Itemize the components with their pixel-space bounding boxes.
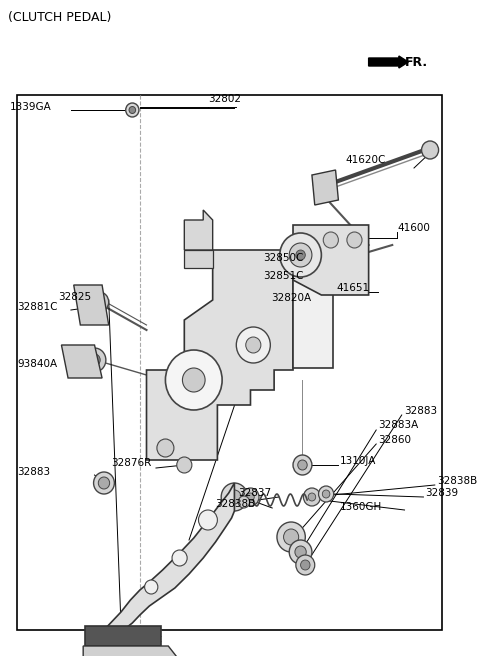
Circle shape (277, 522, 305, 552)
Circle shape (293, 455, 312, 475)
Circle shape (247, 493, 254, 501)
Polygon shape (83, 646, 178, 656)
Circle shape (323, 232, 338, 248)
Text: 1310JA: 1310JA (340, 456, 377, 466)
Circle shape (238, 496, 250, 508)
Circle shape (347, 232, 362, 248)
Text: 32883: 32883 (405, 406, 438, 416)
Text: 1360GH: 1360GH (340, 502, 383, 512)
Circle shape (284, 529, 299, 545)
Polygon shape (184, 210, 213, 250)
Text: 93840A: 93840A (17, 359, 57, 369)
Circle shape (242, 488, 259, 506)
Ellipse shape (303, 305, 322, 355)
Text: 32839: 32839 (425, 488, 458, 498)
Text: 32876R: 32876R (111, 458, 152, 468)
Circle shape (303, 488, 321, 506)
Polygon shape (293, 225, 369, 295)
Circle shape (228, 490, 241, 504)
Text: 1339GA: 1339GA (10, 102, 51, 112)
Text: 32838B: 32838B (437, 476, 477, 486)
Circle shape (308, 493, 316, 501)
Polygon shape (184, 250, 213, 268)
Circle shape (126, 103, 139, 117)
Circle shape (144, 580, 158, 594)
Text: 41600: 41600 (398, 223, 431, 233)
Circle shape (295, 546, 306, 558)
Bar (85, 626, 161, 646)
Bar (17, 95, 443, 630)
Text: 32851C: 32851C (263, 271, 303, 281)
Circle shape (177, 457, 192, 473)
Circle shape (300, 560, 310, 570)
Text: 32837: 32837 (238, 488, 271, 498)
Circle shape (98, 477, 109, 489)
Circle shape (182, 368, 205, 392)
Circle shape (296, 555, 315, 575)
Circle shape (199, 510, 217, 530)
Circle shape (322, 490, 330, 498)
Text: 32881C: 32881C (17, 302, 58, 312)
Circle shape (83, 348, 106, 372)
FancyArrow shape (369, 56, 408, 68)
Polygon shape (74, 285, 108, 325)
Circle shape (280, 233, 322, 277)
Text: 32883: 32883 (17, 467, 50, 477)
Polygon shape (146, 250, 293, 460)
Polygon shape (312, 170, 338, 205)
Circle shape (129, 106, 136, 113)
Text: 32820A: 32820A (271, 293, 312, 303)
Circle shape (296, 250, 305, 260)
Text: 32802: 32802 (208, 94, 241, 104)
Bar (293, 280, 333, 368)
Text: 32838B: 32838B (216, 499, 256, 509)
Circle shape (319, 486, 334, 502)
Polygon shape (61, 345, 102, 378)
Circle shape (90, 292, 108, 312)
Circle shape (94, 472, 114, 494)
Circle shape (236, 327, 270, 363)
Circle shape (289, 243, 312, 267)
Text: 32883A: 32883A (378, 420, 419, 430)
Circle shape (157, 439, 174, 457)
Circle shape (89, 354, 100, 366)
Circle shape (166, 350, 222, 410)
Circle shape (95, 297, 104, 307)
Text: FR.: FR. (405, 56, 428, 68)
Text: 32860: 32860 (378, 435, 411, 445)
Circle shape (172, 550, 187, 566)
Circle shape (421, 141, 439, 159)
Text: (CLUTCH PEDAL): (CLUTCH PEDAL) (8, 12, 111, 24)
Text: 32850C: 32850C (263, 253, 303, 263)
Circle shape (221, 483, 248, 511)
Text: 41651: 41651 (336, 283, 370, 293)
Circle shape (246, 337, 261, 353)
Circle shape (289, 540, 312, 564)
Polygon shape (106, 483, 234, 636)
Text: 32825: 32825 (59, 292, 92, 302)
Text: 41620C: 41620C (345, 155, 385, 165)
Circle shape (298, 460, 307, 470)
